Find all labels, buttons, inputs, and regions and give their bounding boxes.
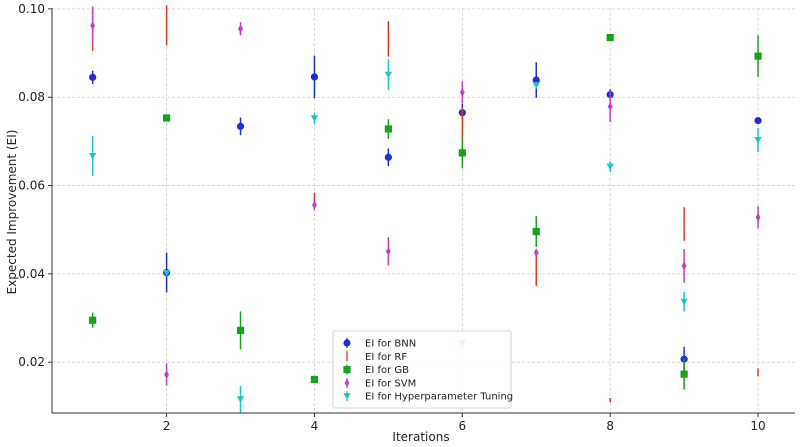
data-point [236, 396, 245, 403]
data-point [459, 87, 465, 97]
data-point [238, 24, 243, 34]
data-point [236, 122, 245, 130]
data-point [236, 326, 245, 335]
legend-marker [343, 339, 351, 347]
y-tick-label: 0.08 [18, 90, 45, 104]
data-point [384, 125, 392, 133]
legend-label: EI for Hyperparameter Tuning [365, 392, 513, 403]
x-tick-label: 6 [458, 419, 466, 433]
x-tick-label: 4 [311, 419, 319, 433]
legend-label: EI for SVM [365, 378, 416, 389]
data-point [310, 375, 319, 384]
series-0 [89, 55, 762, 372]
y-tick-label: 0.10 [18, 2, 45, 16]
x-tick-label: 8 [606, 419, 614, 433]
legend-marker [343, 366, 351, 374]
legend-marker [344, 378, 350, 388]
data-point [89, 316, 97, 324]
x-tick-label: 10 [750, 419, 765, 433]
axes: 2 4 6 8 10 0.02 0.04 0.06 0.08 0.10 [18, 2, 795, 433]
data-point [310, 115, 319, 123]
data-point [162, 114, 171, 122]
data-point [754, 137, 762, 144]
series-layer [89, 5, 762, 413]
data-point [310, 73, 319, 81]
data-point [681, 261, 687, 271]
y-tick-label: 0.06 [18, 179, 45, 193]
data-point [754, 117, 762, 125]
legend-marker [343, 393, 351, 400]
data-point [533, 248, 539, 258]
data-point [458, 149, 466, 157]
data-point [89, 152, 97, 160]
y-axis-label: Expected Improvement (EI) [5, 130, 19, 295]
data-point [532, 227, 540, 236]
data-point [680, 298, 688, 306]
series-2 [89, 33, 762, 390]
data-point [755, 212, 761, 222]
data-point [90, 21, 96, 31]
y-tick-label: 0.02 [18, 355, 45, 369]
data-point [606, 163, 614, 171]
legend-label: EI for RF [365, 352, 407, 363]
legend-label: EI for BNN [365, 339, 416, 350]
data-point [164, 370, 169, 379]
x-tick-label: 2 [163, 419, 171, 433]
data-point [384, 71, 392, 79]
y-tick-label: 0.04 [18, 267, 45, 281]
data-point [385, 246, 391, 256]
data-point [680, 370, 688, 378]
legend: EI for BNN EI for RF EI for GB EI for SVM EI… [332, 330, 513, 409]
data-point [754, 52, 762, 60]
x-axis-label: Iterations [392, 430, 449, 444]
data-point [606, 33, 614, 42]
data-point [532, 82, 540, 89]
legend-box [332, 330, 512, 409]
data-point [89, 73, 97, 81]
data-point [384, 153, 392, 161]
series-4 [89, 59, 762, 413]
series-3 [90, 7, 761, 386]
legend-label: EI for GB [365, 365, 409, 376]
data-point [607, 102, 613, 111]
data-point [312, 200, 317, 210]
data-point [162, 269, 171, 277]
data-point [532, 76, 540, 84]
